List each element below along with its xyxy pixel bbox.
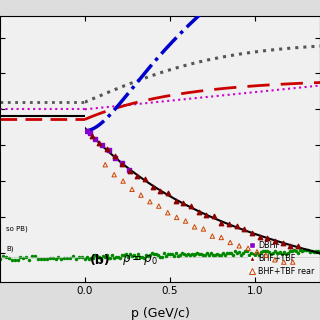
Point [120, 161, 125, 166]
Point [210, 234, 215, 239]
Point [135, 173, 140, 179]
Point [127, 169, 132, 174]
Point [219, 220, 224, 226]
Point [121, 179, 126, 184]
Point [245, 246, 251, 251]
Point [288, 243, 293, 248]
Point [263, 252, 268, 258]
Point [103, 162, 108, 167]
Point [139, 193, 144, 198]
Point [120, 161, 125, 166]
Point [242, 227, 247, 232]
Point [254, 249, 260, 254]
Point [236, 243, 242, 248]
Point [204, 212, 209, 217]
Text: (b): (b) [90, 254, 110, 267]
Point [219, 235, 224, 240]
Point [156, 204, 161, 209]
Point [113, 155, 118, 160]
Point [272, 238, 277, 244]
Point [106, 148, 111, 153]
Point [196, 210, 201, 215]
Point [265, 236, 270, 241]
Point [84, 129, 89, 134]
Point [228, 240, 233, 245]
Text: $\rho=\rho_0$: $\rho=\rho_0$ [122, 253, 158, 267]
Point [142, 176, 148, 181]
Point [290, 260, 295, 265]
Point [112, 172, 117, 177]
Point [280, 240, 285, 245]
Point [104, 147, 109, 152]
Point [97, 140, 102, 146]
Point [165, 210, 170, 215]
Text: p (GeV/c): p (GeV/c) [131, 307, 189, 320]
Point [201, 226, 206, 231]
Point [174, 215, 179, 220]
Point [234, 224, 239, 229]
Point [257, 234, 262, 239]
Point [150, 184, 155, 189]
Point [89, 134, 94, 139]
Text: so PB): so PB) [6, 225, 28, 232]
Point [192, 224, 197, 229]
Point [112, 153, 117, 158]
Point [188, 203, 194, 208]
Point [211, 214, 216, 219]
Point [165, 191, 171, 196]
Point [227, 222, 232, 227]
Point [181, 201, 186, 206]
Text: B): B) [6, 245, 13, 252]
Point [183, 219, 188, 224]
Point [173, 199, 178, 204]
Point [158, 188, 163, 193]
Legend: DBHF, BHF+TBF, BHF+TBF rear: DBHF, BHF+TBF, BHF+TBF rear [247, 239, 316, 277]
Point [126, 168, 132, 173]
Point [147, 199, 152, 204]
Point [295, 243, 300, 248]
Point [250, 230, 255, 236]
Point [92, 136, 98, 141]
Point [87, 130, 92, 135]
Point [272, 257, 277, 262]
Point [281, 260, 286, 265]
Point [99, 142, 104, 147]
Point [130, 187, 135, 192]
